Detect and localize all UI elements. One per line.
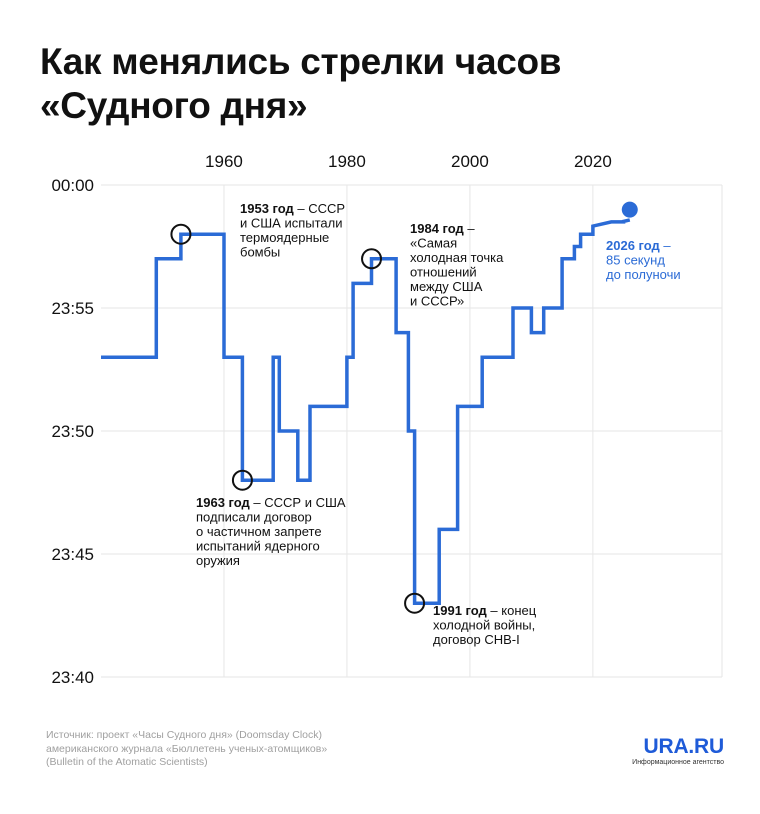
chart-title-line-1: Как менялись стрелки часов [40, 41, 562, 82]
annotation-text-line: – конец [487, 603, 537, 618]
y-tick-label: 23:40 [51, 668, 94, 687]
annotation-text-line: оружия [196, 553, 240, 568]
x-tick-label: 2020 [574, 152, 612, 171]
annotation-text-line: подписали договор [196, 510, 312, 525]
annotation-text-line: – [660, 238, 672, 253]
chart-title: Как менялись стрелки часов «Судного дня» [40, 40, 730, 128]
annotation-text-line: холодная точка [410, 250, 504, 265]
annotation-text-line: между США [410, 279, 483, 294]
annotation-year-label: 1991 год [433, 603, 488, 618]
annotation-1953: 1953 год – СССР и США испытали термоядерны… [240, 201, 345, 260]
event-marker [404, 592, 426, 614]
y-tick-label: 00:00 [51, 176, 94, 195]
annotation-year-label: 1963 год [196, 495, 251, 510]
series-line [101, 218, 631, 605]
annotation-text-line: и США испытали [240, 216, 343, 231]
annotation-text-line: и СССР» [410, 294, 464, 309]
annotation-text-line: 85 секунд [606, 253, 665, 268]
annotation-text-line: «Самая [410, 236, 457, 251]
annotation-text-line: термоядерные [240, 230, 329, 245]
current-marker [621, 201, 638, 218]
annotation-text-line: отношений [410, 265, 477, 280]
x-tick-label: 1960 [205, 152, 243, 171]
x-tick-label: 1980 [328, 152, 366, 171]
source-line-1: Источник: проект «Часы Судного дня» (Doo… [46, 729, 323, 741]
annotation-text-line: – [464, 221, 476, 236]
annotation-text-line: о частичном запрете [196, 524, 322, 539]
annotation-1963: 1963 год – СССР и США подписали договор о … [196, 495, 346, 568]
annotation-text-line: – СССР [294, 201, 345, 216]
annotation-text-line: холодной войны, [433, 618, 535, 633]
annotation-1991: 1991 год – конец холодной войны, договор С… [433, 603, 537, 647]
source-line-3: (Bulletin of the Atomatic Scientists) [46, 756, 208, 768]
annotation-text-line: договор СНВ-I [433, 632, 520, 647]
annotation-year-label: 1984 год [410, 221, 465, 236]
annotation-1984: 1984 год – «Самая холодная точка отношений м… [410, 221, 504, 309]
y-tick-label: 23:50 [51, 422, 94, 441]
y-tick-label: 23:45 [51, 545, 94, 564]
ura-logo: URA.RU Информационное агентство [632, 736, 724, 767]
annotation-2026: 2026 год –85 секунд до полуночи [606, 238, 681, 282]
chart-title-line-2: «Судного дня» [40, 85, 308, 126]
annotation-year-label: 1953 год [240, 201, 295, 216]
annotation-text-line: до полуночи [606, 267, 681, 282]
logo-name: URA.RU [643, 735, 725, 758]
event-marker [170, 223, 192, 245]
source-note: Источник: проект «Часы Судного дня» (Doo… [46, 729, 406, 770]
event-marker [231, 469, 253, 491]
annotation-text-line: бомбы [240, 245, 280, 260]
y-tick-label: 23:55 [51, 299, 94, 318]
event-marker [361, 248, 383, 270]
annotation-text-line: – СССР и США [250, 495, 346, 510]
x-tick-label: 2000 [451, 152, 489, 171]
source-line-2: американского журнала «Бюллетень ученых-… [46, 742, 328, 755]
annotation-year-label: 2026 год [606, 238, 661, 253]
logo-subtitle: Информационное агентство [632, 759, 724, 766]
annotation-text-line: испытаний ядерного [196, 539, 320, 554]
